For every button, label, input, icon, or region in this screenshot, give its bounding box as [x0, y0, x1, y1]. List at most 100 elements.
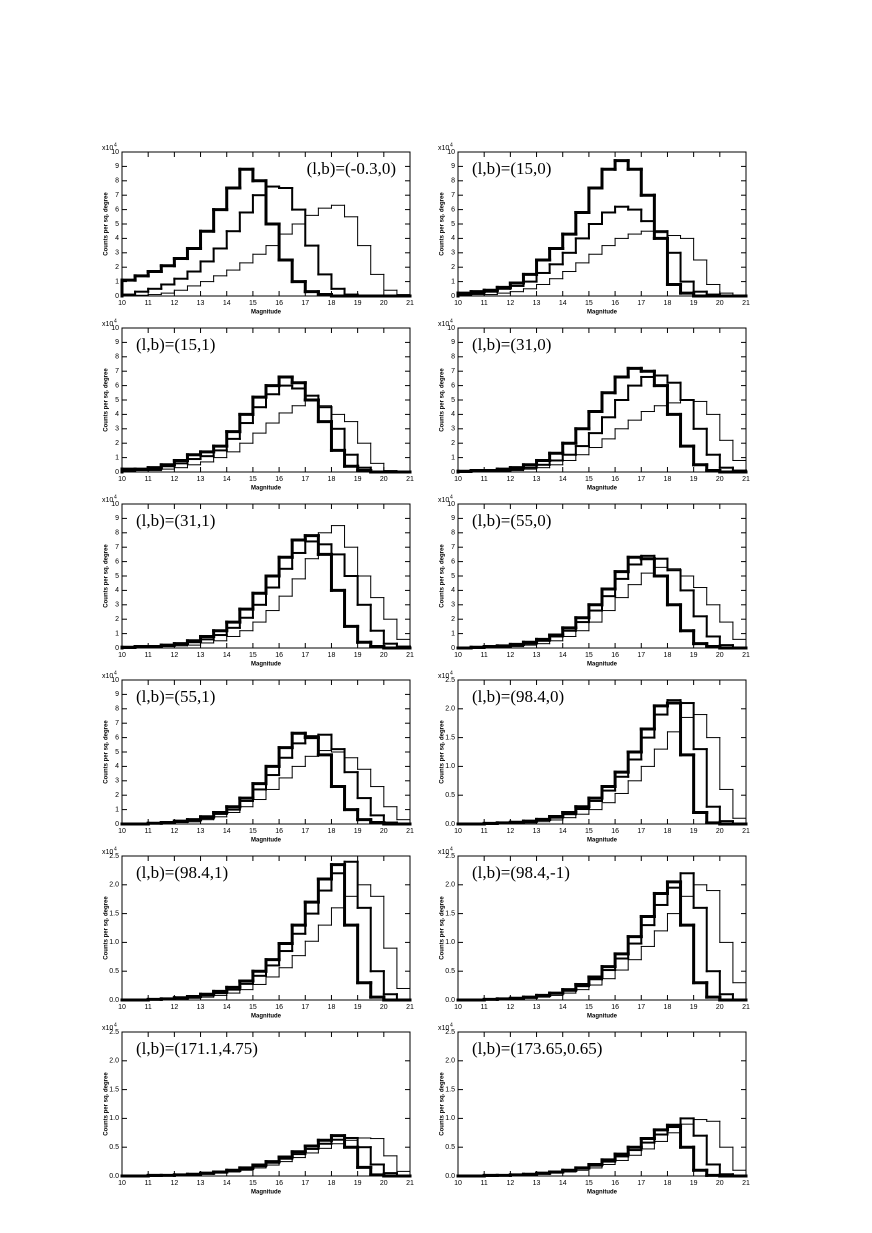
x-tick-label: 11 [481, 300, 488, 307]
y-tick-label: 1 [115, 278, 119, 285]
x-tick-label: 21 [406, 300, 414, 307]
panel-annotation: (l,b)=(55,1) [136, 687, 215, 706]
panel-annotation: (l,b)=(98.4,-1) [472, 863, 570, 882]
y-tick-label: 0.5 [445, 1144, 455, 1151]
x-tick-label: 19 [354, 1180, 362, 1187]
x-tick-label: 16 [275, 300, 283, 307]
plot-frame [457, 679, 747, 825]
y-tick-label: 9 [115, 163, 119, 170]
y-tick-label: 3 [115, 778, 119, 785]
y-scale-exponent: 4 [114, 846, 117, 852]
y-tick-label: 2.5 [109, 853, 119, 860]
y-tick-label: 1.5 [445, 1086, 455, 1093]
y-tick-label: 5 [451, 397, 455, 404]
y-scale-label: x10 [102, 145, 113, 152]
y-scale-exponent: 4 [114, 318, 117, 324]
y-tick-label: 0 [451, 469, 455, 476]
panel-annotation: (l,b)=(55,0) [472, 511, 551, 530]
y-tick-label: 3 [115, 426, 119, 433]
y-tick-label: 5 [115, 397, 119, 404]
x-tick-label: 16 [611, 476, 619, 483]
y-tick-label: 10 [447, 325, 455, 332]
x-tick-label: 17 [301, 300, 309, 307]
y-tick-label: 8 [115, 354, 119, 361]
histogram-series [457, 1119, 747, 1177]
y-tick-label: 6 [451, 382, 455, 389]
plot-frame [121, 855, 411, 1001]
histogram-series [457, 714, 747, 825]
y-tick-label: 7 [451, 192, 455, 199]
x-tick-label: 13 [533, 476, 541, 483]
x-tick-label: 10 [118, 1004, 126, 1011]
x-axis-label: Magnitude [251, 1190, 282, 1196]
y-tick-label: 7 [115, 544, 119, 551]
x-tick-label: 15 [585, 652, 593, 659]
x-tick-label: 18 [664, 476, 672, 483]
x-axis-label: Magnitude [587, 1190, 618, 1196]
y-tick-label: 9 [115, 691, 119, 698]
x-tick-label: 10 [454, 1004, 462, 1011]
y-tick-label: 4 [451, 587, 455, 594]
y-tick-label: 10 [111, 149, 119, 156]
histogram-series [120, 1134, 412, 1178]
y-tick-label: 2.0 [445, 706, 455, 713]
y-scale-exponent: 4 [114, 1022, 117, 1028]
y-axis-label: Counts per sq. degree [440, 368, 446, 432]
y-tick-label: 1 [451, 278, 455, 285]
x-tick-label: 14 [223, 828, 231, 835]
x-axis-label: Magnitude [587, 1014, 618, 1020]
x-tick-label: 21 [742, 828, 750, 835]
x-tick-label: 15 [249, 1180, 257, 1187]
plot-frame [457, 1031, 747, 1177]
x-tick-label: 11 [145, 476, 152, 483]
y-tick-label: 0.0 [445, 1173, 455, 1180]
y-tick-label: 7 [115, 720, 119, 727]
y-tick-label: 2 [451, 264, 455, 271]
x-tick-label: 15 [249, 476, 257, 483]
y-axis-label: Counts per sq. degree [104, 1072, 110, 1136]
x-axis-label: Magnitude [587, 838, 618, 844]
panel: 10 11 12 13 14 15 16 17 18 19 20 21 0.0 0.5 1.0 1.5 2.0 2… [438, 1022, 750, 1195]
y-tick-label: 0.0 [109, 1173, 119, 1180]
x-tick-label: 17 [637, 300, 645, 307]
y-axis-label: Counts per sq. degree [104, 720, 110, 784]
x-axis-label: Magnitude [587, 662, 618, 668]
y-tick-label: 2.0 [445, 1058, 455, 1065]
y-tick-label: 3 [451, 602, 455, 609]
x-tick-label: 11 [145, 828, 152, 835]
y-tick-label: 9 [451, 163, 455, 170]
y-tick-label: 2.0 [109, 882, 119, 889]
y-tick-label: 0.5 [445, 792, 455, 799]
x-tick-label: 16 [275, 1180, 283, 1187]
histogram-series [457, 699, 747, 825]
x-tick-label: 12 [170, 300, 178, 307]
y-axis-label: Counts per sq. degree [104, 192, 110, 256]
y-tick-label: 7 [115, 192, 119, 199]
x-tick-label: 19 [354, 828, 362, 835]
histogram-series [121, 1136, 411, 1177]
x-axis-label: Magnitude [251, 838, 282, 844]
x-tick-label: 13 [533, 1180, 541, 1187]
x-tick-label: 15 [249, 1004, 257, 1011]
histogram-series [456, 159, 748, 298]
y-scale-label: x10 [438, 1025, 449, 1032]
y-tick-label: 0 [451, 645, 455, 652]
x-tick-label: 19 [690, 652, 698, 659]
y-tick-label: 0 [115, 821, 119, 828]
panel: 10 11 12 13 14 15 16 17 18 19 20 21012345678910Magn… [438, 494, 750, 667]
x-tick-label: 18 [664, 300, 672, 307]
x-tick-label: 16 [275, 828, 283, 835]
x-tick-label: 12 [506, 1004, 514, 1011]
x-tick-label: 18 [328, 1180, 336, 1187]
y-tick-label: 4 [115, 587, 119, 594]
y-scale-label: x10 [102, 673, 113, 680]
x-tick-label: 21 [406, 652, 414, 659]
y-scale-label: x10 [438, 497, 449, 504]
x-tick-label: 12 [506, 1180, 514, 1187]
x-tick-label: 19 [354, 300, 362, 307]
y-scale-label: x10 [102, 849, 113, 856]
x-tick-label: 13 [533, 1004, 541, 1011]
x-tick-label: 19 [690, 1004, 698, 1011]
y-tick-label: 6 [115, 734, 119, 741]
